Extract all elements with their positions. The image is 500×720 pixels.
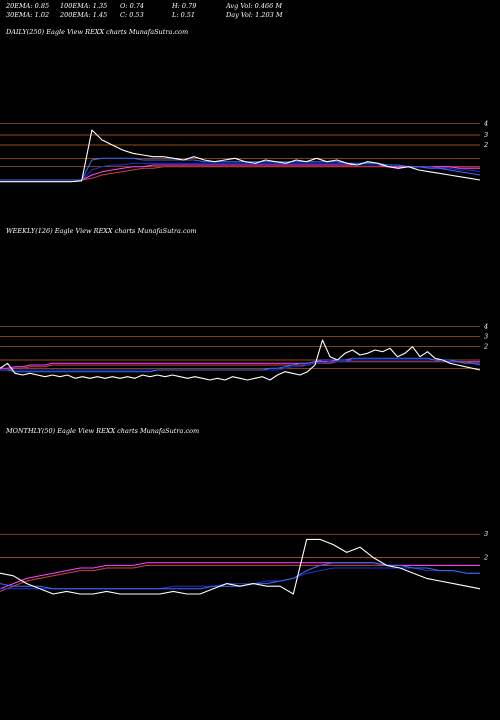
weekly-panel-title: WEEKLY(126) Eagle View REXX charts Munaf… bbox=[6, 227, 197, 235]
weekly-ema-a-line bbox=[0, 357, 481, 373]
header-high: H: 0.79 bbox=[172, 2, 197, 10]
weekly-ema-d-line bbox=[0, 361, 480, 371]
monthly-panel-title: MONTHLY(50) Eagle View REXX charts Munaf… bbox=[6, 427, 200, 435]
monthly-y-tick-label: 2 bbox=[483, 554, 488, 562]
monthly-ema-a-line bbox=[0, 562, 480, 590]
header-close: C: 0.53 bbox=[120, 11, 144, 19]
daily-ema-d-line bbox=[0, 166, 480, 181]
header-20ema: 20EMA: 0.85 bbox=[6, 2, 50, 10]
monthly-chart: 32 bbox=[0, 530, 488, 595]
daily-panel-title: DAILY(250) Eagle View REXX charts Munafa… bbox=[6, 28, 189, 36]
daily-y-tick-label: 4 bbox=[483, 119, 488, 127]
weekly-chart: 4 3 2 bbox=[0, 323, 488, 381]
header-avg-vol: Avg Vol: 0.466 M bbox=[226, 2, 283, 10]
weekly-y-tick-label: 3 bbox=[484, 333, 488, 341]
monthly-price-line bbox=[0, 538, 481, 595]
daily-ema-a-line bbox=[0, 157, 481, 181]
header-100ema: 100EMA: 1.35 bbox=[60, 2, 108, 10]
monthly-y-tick-label: 3 bbox=[484, 530, 488, 538]
weekly-y-tick-label: 4 bbox=[483, 323, 488, 331]
header-day-vol: Day Vol: 1.203 M bbox=[226, 11, 283, 19]
header-200ema: 200EMA: 1.45 bbox=[60, 11, 108, 19]
daily-price-line bbox=[0, 129, 481, 183]
daily-chart: 4 3 2 bbox=[0, 119, 488, 183]
weekly-price-line bbox=[0, 339, 481, 381]
weekly-y-tick-label: 2 bbox=[483, 343, 488, 351]
daily-y-tick-label: 2 bbox=[483, 141, 488, 149]
header-low: L: 0.51 bbox=[172, 11, 196, 19]
daily-ema-b-line bbox=[0, 162, 481, 181]
header-30ema: 30EMA: 1.02 bbox=[6, 11, 50, 19]
header-open: O: 0.74 bbox=[120, 2, 145, 10]
daily-y-tick-label: 3 bbox=[484, 131, 488, 139]
